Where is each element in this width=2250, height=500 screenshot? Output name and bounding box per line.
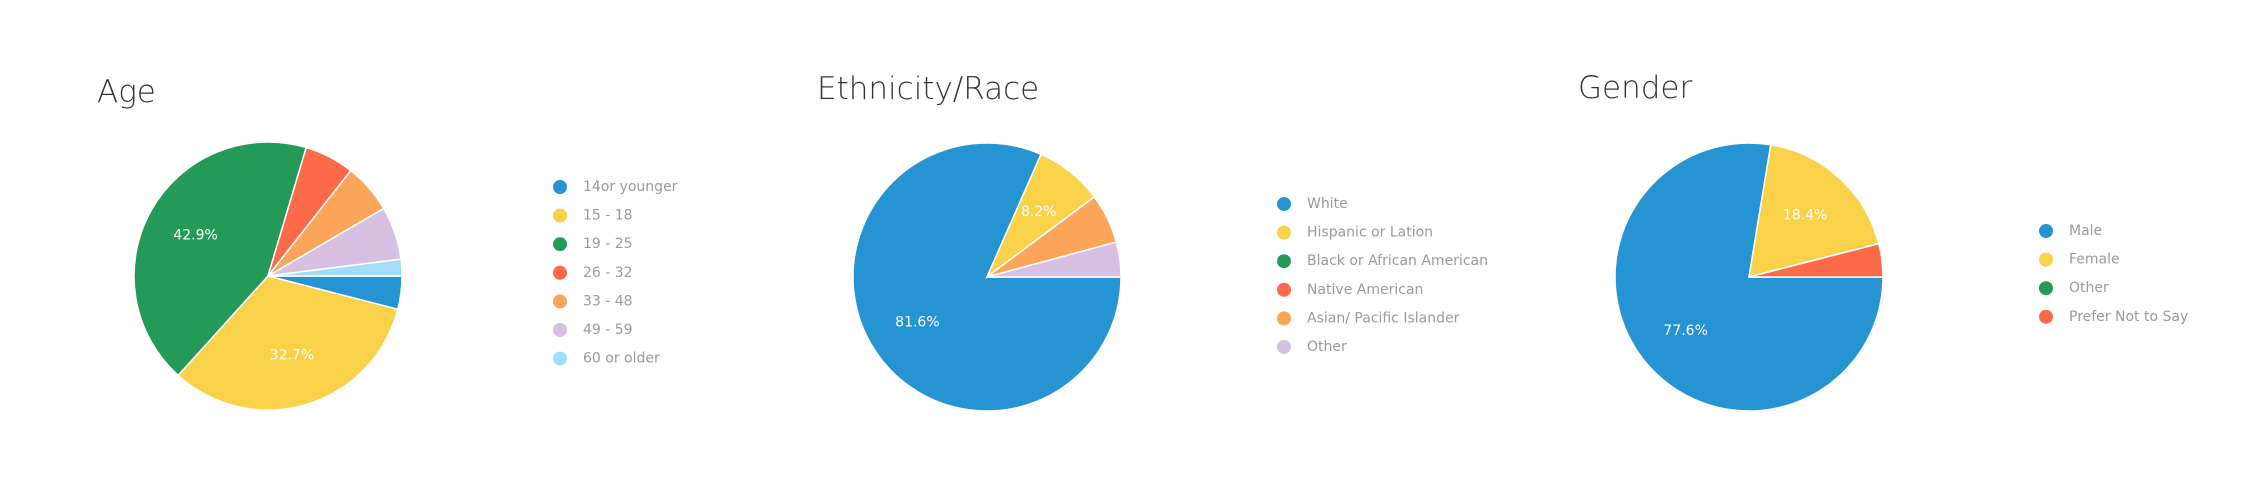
legend-label: 60 or older [583,351,660,367]
legend-swatch [2039,224,2053,238]
slice-label: 42.9% [173,227,217,243]
legend-label: Other [2069,280,2109,296]
legend-swatch [1277,311,1291,326]
legend-label: Native American [1307,282,1423,298]
legend-label: 15 - 18 [583,208,633,224]
slice-label: 8.2% [1021,204,1057,220]
slice-label: 18.4% [1783,208,1827,224]
legend-swatch [553,294,567,309]
pie-slice [1748,143,1880,279]
pie-slice [133,141,308,377]
legend-label: Asian/ Pacific Islander [1307,310,1460,326]
legend-swatch [553,180,567,194]
legend-swatch [2039,281,2053,296]
legend-label: Male [2069,223,2102,239]
pie-slice [1748,242,1884,278]
legend-label: Black or African American [1307,253,1488,269]
chart-title: Gender [1578,70,1692,106]
legend-label: Female [2069,252,2120,268]
chart-title: Ethnicity/Race [817,71,1039,107]
legend-swatch [1277,340,1291,354]
legend-swatch [1277,225,1291,240]
legend-label: 26 - 32 [583,265,633,281]
legend-label: 33 - 48 [583,293,633,309]
legend-swatch [2039,252,2053,267]
legend-label: White [1307,196,1348,212]
legend-swatch [2039,309,2053,324]
legend-label: 49 - 59 [583,322,633,338]
slice-label: 81.6% [895,314,939,330]
legend-label: Hispanic or Lation [1307,225,1433,241]
legend-label: Prefer Not to Say [2069,309,2188,325]
legend-label: 19 - 25 [583,236,633,252]
legend-label: Other [1307,339,1347,355]
legend-swatch [553,323,567,337]
chart-title: Age [97,74,156,110]
legend-swatch [1277,254,1291,269]
legend-swatch [553,208,567,223]
pie-slice [267,258,403,277]
slice-label: 32.7% [270,348,314,364]
slice-label: 77.6% [1663,323,1707,339]
legend-swatch [1277,282,1291,297]
legend-swatch [553,265,567,280]
legend-label: 14or younger [583,179,678,195]
legend-swatch [1277,197,1291,211]
legend-swatch [553,237,567,252]
pie-slice [986,241,1122,278]
pie-slice [177,275,399,411]
legend-swatch [553,351,567,366]
